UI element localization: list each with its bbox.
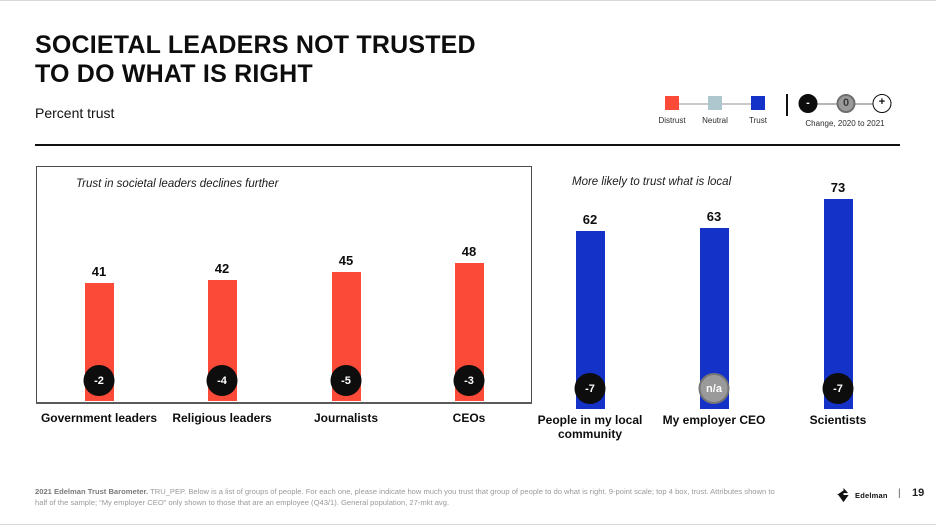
category-label: Religious leaders <box>172 411 272 425</box>
chart-left-note: Trust in societal leaders declines furth… <box>76 178 279 190</box>
change-zero-icon: 0 <box>836 94 856 113</box>
change-badge: n/a <box>698 373 730 404</box>
footer-separator: | <box>898 488 901 499</box>
footer-source-text: TRU_PEP. Below is a list of groups of pe… <box>35 487 775 507</box>
change-badge: -3 <box>453 365 485 396</box>
brand-name: Edelman <box>855 491 888 500</box>
bar-value: 62 <box>582 212 598 227</box>
change-badge: -5 <box>330 365 362 396</box>
change-badge: -2 <box>83 365 115 396</box>
bar-value: 63 <box>706 209 722 224</box>
legend-divider <box>786 94 788 116</box>
bar-value: 42 <box>214 261 230 276</box>
category-label: My employer CEO <box>662 413 766 427</box>
chart-local-trust: More likely to trust what is local 62 -7 P… <box>538 166 900 441</box>
trust-swatch <box>751 96 765 110</box>
change-badge: -7 <box>574 373 606 404</box>
distrust-swatch <box>665 96 679 110</box>
footer-source-note: 2021 Edelman Trust Barometer. TRU_PEP. B… <box>35 487 785 508</box>
change-badge: -7 <box>822 373 854 404</box>
distrust-label: Distrust <box>658 116 686 125</box>
category-label: Government leaders <box>40 411 158 425</box>
category-label: People in my local community <box>537 413 643 441</box>
neutral-label: Neutral <box>702 116 728 125</box>
header-rule <box>35 144 900 146</box>
page-number: 19 <box>912 487 925 499</box>
footer-source-bold: 2021 Edelman Trust Barometer. <box>35 487 149 496</box>
change-positive-icon: + <box>872 94 892 113</box>
edelman-logo-icon <box>836 488 849 503</box>
trust-label: Trust <box>749 116 767 125</box>
page-title-line2: TO DO WHAT IS RIGHT <box>35 60 313 88</box>
change-badge: -4 <box>206 365 238 396</box>
neutral-swatch <box>708 96 722 110</box>
bar-value: 48 <box>461 244 477 259</box>
change-negative-icon: - <box>798 94 818 113</box>
bar-value: 41 <box>91 264 107 279</box>
page-title: SOCIETAL LEADERS NOT TRUSTED TO DO WHAT I… <box>35 31 476 89</box>
change-legend-label: Change, 2020 to 2021 <box>805 119 885 128</box>
category-label: Scientists <box>809 413 867 427</box>
category-label: CEOs <box>452 411 486 425</box>
chart-societal-leaders: Trust in societal leaders declines furth… <box>36 166 532 425</box>
brand-lockup: Edelman <box>836 488 888 503</box>
bar-value: 73 <box>830 180 846 195</box>
bar-value: 45 <box>338 253 354 268</box>
chart-right-note: More likely to trust what is local <box>572 176 732 188</box>
page-title-line1: SOCIETAL LEADERS NOT TRUSTED <box>35 31 476 59</box>
page-subtitle: Percent trust <box>35 105 115 121</box>
category-label: Journalists <box>313 411 379 425</box>
